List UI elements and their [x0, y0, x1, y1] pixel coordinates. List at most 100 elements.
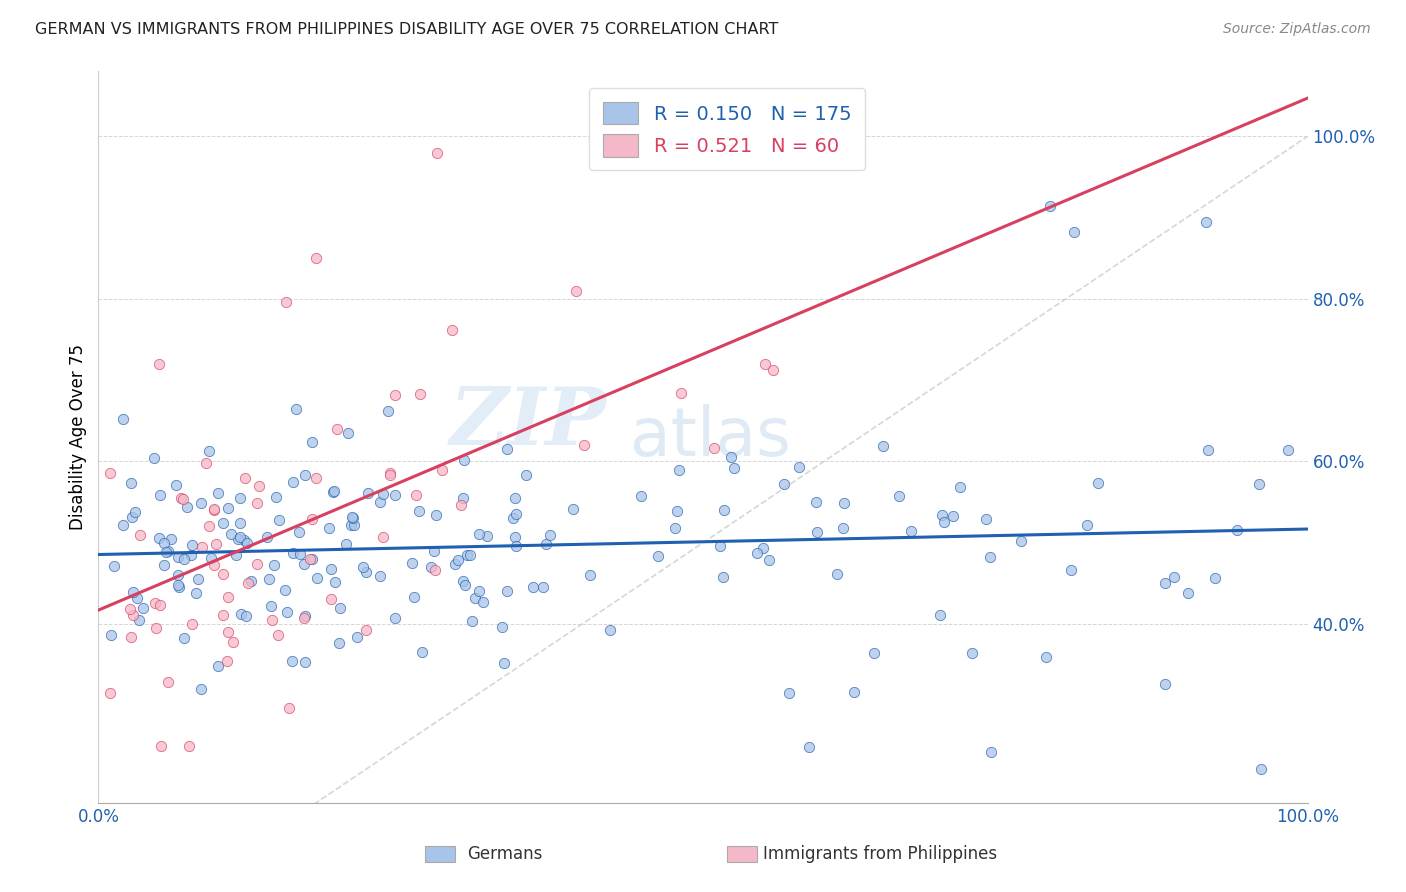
Point [292, 610, 315, 624]
Text: GERMAN VS IMMIGRANTS FROM PHILIPPINES DISABILITY AGE OVER 75 CORRELATION CHART: GERMAN VS IMMIGRANTS FROM PHILIPPINES DI… [35, 22, 779, 37]
Point [129, 528, 152, 542]
Point [1204, 570, 1226, 584]
Point [264, 490, 287, 504]
Point [145, 621, 167, 635]
Point [492, 656, 515, 670]
Point [294, 609, 316, 624]
Point [340, 510, 363, 524]
Point [1010, 533, 1032, 548]
Point [187, 572, 209, 586]
Point [1177, 586, 1199, 600]
Point [368, 495, 391, 509]
Point [773, 476, 796, 491]
Point [536, 537, 558, 551]
Point [212, 607, 235, 622]
Point [450, 498, 472, 512]
Point [120, 631, 142, 645]
Point [120, 601, 142, 615]
Point [974, 512, 997, 526]
Point [1195, 215, 1218, 229]
Point [411, 645, 433, 659]
Point [454, 578, 477, 592]
Point [325, 574, 347, 589]
Point [599, 624, 621, 638]
Point [305, 252, 328, 266]
Point [453, 491, 475, 506]
Point [212, 567, 235, 582]
Point [325, 422, 347, 436]
Point [103, 558, 125, 573]
Point [863, 646, 886, 660]
Point [408, 387, 430, 401]
Point [464, 591, 486, 605]
Point [221, 635, 243, 649]
Point [301, 435, 323, 450]
Point [205, 537, 228, 551]
Point [180, 548, 202, 562]
Point [100, 628, 122, 642]
Point [128, 614, 150, 628]
Point [443, 557, 465, 571]
Point [565, 284, 588, 298]
Point [111, 517, 134, 532]
Point [217, 590, 239, 604]
Point [368, 568, 391, 582]
Point [346, 630, 368, 644]
Point [197, 444, 219, 458]
Point [932, 515, 955, 529]
Point [112, 412, 135, 426]
Point [149, 487, 172, 501]
Point [515, 467, 537, 482]
Point [276, 605, 298, 619]
Point [229, 607, 252, 621]
Point [233, 471, 256, 485]
Point [153, 558, 176, 572]
Point [294, 656, 316, 670]
Point [288, 525, 311, 540]
Point [453, 453, 475, 467]
Point [98, 466, 121, 480]
Point [540, 528, 562, 542]
Point [377, 403, 399, 417]
Point [294, 467, 316, 482]
Point [422, 544, 444, 558]
Point [352, 560, 374, 574]
Point [122, 585, 145, 599]
Point [405, 488, 427, 502]
Point [832, 520, 855, 534]
Point [212, 516, 235, 530]
Point [247, 479, 270, 493]
Point [384, 611, 406, 625]
Point [217, 654, 239, 668]
Point [285, 402, 308, 417]
Point [425, 508, 447, 523]
Point [202, 503, 225, 517]
Text: atlas: atlas [630, 404, 792, 470]
Point [121, 509, 143, 524]
Point [505, 539, 527, 553]
Point [180, 616, 202, 631]
Point [745, 546, 768, 560]
Point [1197, 443, 1219, 458]
Point [1277, 443, 1299, 458]
Point [191, 540, 214, 554]
Point [503, 491, 526, 505]
Point [267, 628, 290, 642]
Point [176, 500, 198, 514]
Point [153, 536, 176, 550]
Point [1225, 523, 1247, 537]
Point [246, 496, 269, 510]
Point [202, 502, 225, 516]
Point [194, 456, 217, 470]
Point [561, 502, 583, 516]
Point [887, 489, 910, 503]
Point [167, 550, 190, 565]
Point [229, 491, 252, 506]
Point [226, 533, 249, 547]
Point [343, 517, 366, 532]
Point [942, 509, 965, 524]
Point [172, 491, 194, 506]
Point [832, 496, 855, 510]
Point [579, 567, 602, 582]
Point [1060, 564, 1083, 578]
